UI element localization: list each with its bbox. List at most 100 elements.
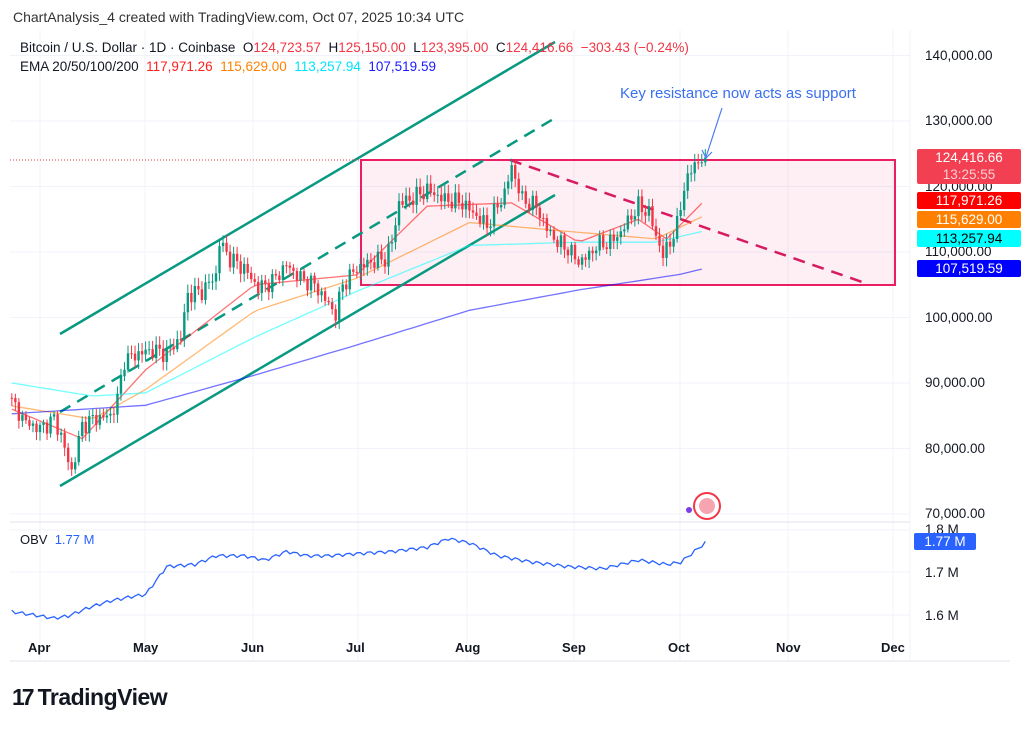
- candle-body: [394, 225, 397, 243]
- candle-body: [95, 415, 98, 425]
- obv-axis-1.7: 1.7 M: [925, 565, 959, 580]
- candle-body: [56, 414, 59, 435]
- candle-body: [295, 270, 299, 281]
- change-value: −303.43 (−0.24%): [580, 40, 689, 55]
- candle-body: [524, 191, 527, 204]
- close-value: 124,416.66: [505, 40, 574, 55]
- candle-body: [105, 415, 109, 418]
- candle-body: [299, 271, 302, 281]
- candle-body: [133, 353, 137, 361]
- candle-body: [200, 289, 204, 301]
- candle-body: [348, 269, 351, 290]
- candle-body: [10, 397, 14, 399]
- time-axis-tick: Dec: [881, 640, 905, 655]
- candle-body: [45, 422, 49, 434]
- chart-credit: ChartAnalysis_4 created with TradingView…: [13, 9, 465, 25]
- candle-body: [697, 162, 700, 164]
- grid: [10, 30, 910, 660]
- flag-icon[interactable]: [686, 492, 721, 520]
- candle-body: [426, 183, 429, 200]
- candle-body: [302, 271, 306, 280]
- candle-body: [510, 165, 513, 182]
- candle-body: [373, 262, 376, 268]
- candle-body: [528, 203, 531, 210]
- candle-body: [165, 348, 168, 363]
- candle-body: [359, 264, 362, 273]
- candle-body: [246, 263, 249, 273]
- candle-body: [211, 281, 214, 283]
- candle-body: [313, 275, 316, 284]
- candle-body: [70, 462, 73, 470]
- price-axis-tick: 110,000.00: [925, 244, 992, 259]
- candle-body: [130, 353, 133, 355]
- ema-legend[interactable]: EMA 20/50/100/200 117,971.26 115,629.00 …: [20, 59, 436, 74]
- candle-body: [288, 265, 292, 268]
- candle-body: [267, 283, 270, 293]
- candle-body: [292, 267, 295, 271]
- candle-body: [623, 229, 626, 232]
- candle-body: [257, 281, 260, 293]
- candle-body: [616, 237, 619, 241]
- candle-body: [404, 195, 408, 205]
- candle-body: [598, 235, 601, 251]
- time-axis-tick: Oct: [668, 640, 690, 655]
- candle-body: [668, 241, 672, 247]
- price-axis-tick: 80,000.00: [925, 440, 986, 456]
- candle-body: [91, 415, 94, 417]
- candle-body: [327, 300, 330, 303]
- candle-body: [323, 291, 327, 301]
- ema20-value: 117,971.26: [146, 59, 213, 74]
- candle-body: [482, 215, 485, 224]
- candle-body: [408, 195, 411, 201]
- ohlc-legend: Bitcoin / U.S. Dollar · 1D · Coinbase O1…: [20, 40, 689, 55]
- candle-body: [651, 206, 654, 227]
- candle-body: [605, 247, 608, 249]
- candle-body: [418, 186, 422, 195]
- candle-body: [492, 203, 496, 227]
- candle-body: [644, 212, 647, 216]
- candle-body: [88, 416, 91, 434]
- candle-body: [49, 416, 52, 434]
- candle-body: [228, 251, 232, 268]
- candle-body: [489, 226, 492, 228]
- candle-body: [690, 173, 693, 175]
- candle-body: [341, 284, 344, 292]
- candle-body: [190, 292, 193, 303]
- high-value: 125,150.00: [338, 40, 406, 55]
- candle-body: [503, 188, 506, 205]
- candle-body: [538, 207, 542, 218]
- candle-body: [559, 235, 563, 248]
- candle-body: [306, 279, 309, 291]
- candle-body: [253, 279, 256, 282]
- candle-body: [154, 344, 158, 359]
- candle-body: [556, 239, 559, 248]
- countdown-label: 13:25:55: [942, 167, 996, 182]
- time-axis-tick: Aug: [455, 640, 481, 655]
- candle-body: [397, 201, 401, 226]
- candle-body: [700, 162, 703, 164]
- candle-body: [531, 195, 534, 210]
- candle-body: [309, 275, 313, 291]
- candle-body: [672, 238, 675, 247]
- tradingview-logo[interactable]: 17 TradingView: [12, 684, 168, 710]
- candle-body: [126, 353, 130, 370]
- candle-body: [454, 192, 457, 209]
- candle-body: [573, 244, 577, 260]
- candle-body: [654, 226, 658, 236]
- candle-body: [521, 191, 524, 194]
- last-price-label: 124,416.66 13:25:55: [917, 149, 1021, 184]
- candle-body: [225, 242, 228, 252]
- candle-body: [429, 183, 432, 193]
- candle-body: [207, 281, 211, 283]
- candle-body: [169, 347, 172, 349]
- candle-body: [594, 250, 598, 254]
- candle-body: [334, 309, 337, 321]
- candle-body: [81, 421, 84, 436]
- candle-body: [271, 274, 274, 293]
- candle-body: [264, 280, 267, 284]
- candle-body: [116, 393, 119, 415]
- candle-body: [38, 424, 42, 433]
- candle-body: [235, 253, 239, 262]
- candle-body: [147, 349, 151, 351]
